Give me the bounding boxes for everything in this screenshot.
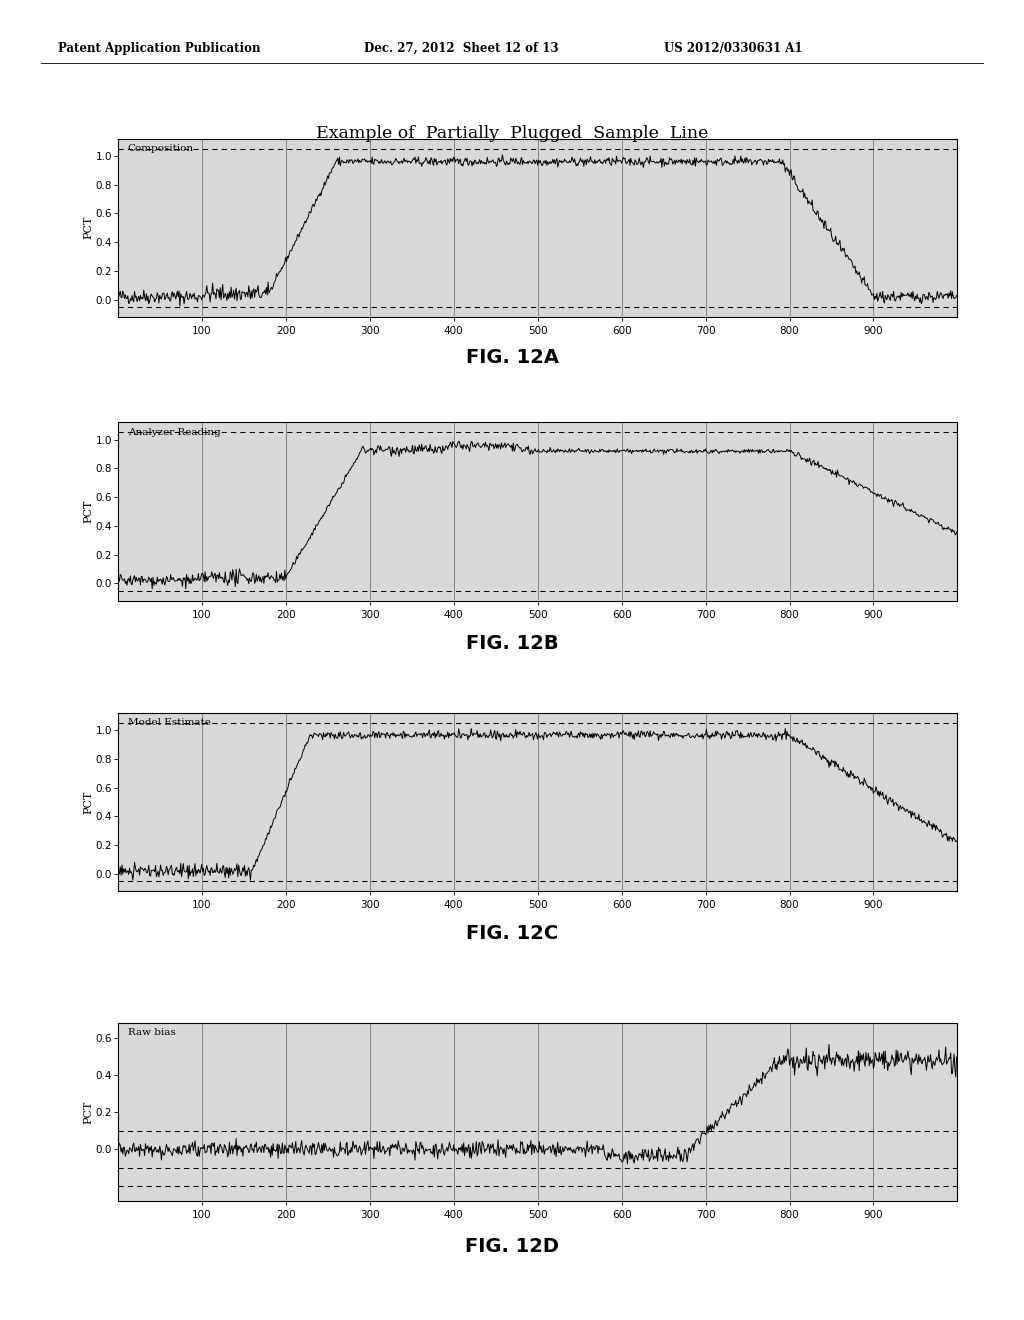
Text: FIG. 12C: FIG. 12C	[466, 924, 558, 942]
Y-axis label: PCT: PCT	[83, 500, 93, 523]
Y-axis label: PCT: PCT	[83, 1101, 93, 1123]
Text: Composition: Composition	[128, 144, 194, 153]
Text: Analyzer Reading: Analyzer Reading	[128, 428, 220, 437]
Text: US 2012/0330631 A1: US 2012/0330631 A1	[664, 42, 802, 55]
Text: FIG. 12D: FIG. 12D	[465, 1237, 559, 1255]
Text: FIG. 12B: FIG. 12B	[466, 634, 558, 652]
Y-axis label: PCT: PCT	[83, 216, 93, 239]
Text: Dec. 27, 2012  Sheet 12 of 13: Dec. 27, 2012 Sheet 12 of 13	[364, 42, 558, 55]
Text: Patent Application Publication: Patent Application Publication	[58, 42, 261, 55]
Text: Example of  Partially  Plugged  Sample  Line: Example of Partially Plugged Sample Line	[315, 125, 709, 143]
Text: Model Estimate: Model Estimate	[128, 718, 211, 727]
Text: Raw bias: Raw bias	[128, 1028, 175, 1038]
Text: FIG. 12A: FIG. 12A	[466, 348, 558, 367]
Y-axis label: PCT: PCT	[83, 791, 93, 813]
